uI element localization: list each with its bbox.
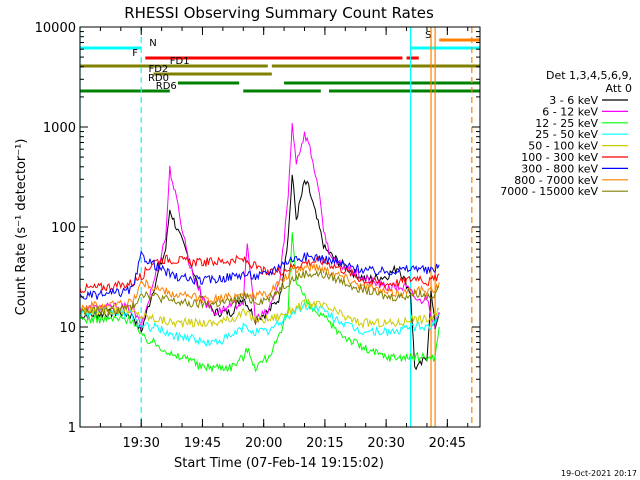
axes-layer: 1 10 100 1000 10000 19:30 19:45 20:00 20:15 20:30… bbox=[35, 21, 480, 451]
y-tick-label: 1 bbox=[68, 421, 76, 436]
series-line-4 bbox=[79, 301, 440, 347]
y-tick-label: 100 bbox=[51, 221, 76, 236]
y-axis-label: Count Rate (s⁻¹ detector⁻¹) bbox=[14, 139, 29, 316]
x-tick-label: 19:45 bbox=[184, 436, 221, 451]
series-line-3 bbox=[79, 232, 440, 373]
x-tick-label: 20:00 bbox=[245, 436, 282, 451]
x-tick-label: 20:45 bbox=[429, 436, 466, 451]
legend-label: 3 - 6 keV bbox=[549, 94, 598, 107]
flag-label-s: S bbox=[425, 30, 431, 41]
series-line-8 bbox=[79, 262, 440, 312]
legend-label: 100 - 300 keV bbox=[521, 151, 598, 164]
legend-label: 12 - 25 keV bbox=[535, 117, 598, 130]
flag-label-rd6: RD6 bbox=[156, 81, 177, 92]
legend-label: 300 - 800 keV bbox=[521, 162, 598, 175]
series-layer bbox=[79, 122, 440, 373]
timestamp: 19-Oct-2021 20:17 bbox=[561, 469, 637, 478]
y-tick-label: 1000 bbox=[43, 121, 76, 136]
x-tick-label: 20:15 bbox=[306, 436, 343, 451]
legend-title-line2: Att 0 bbox=[606, 82, 632, 95]
legend-label: 6 - 12 keV bbox=[542, 105, 598, 118]
x-axis-label: Start Time (07-Feb-14 19:15:02) bbox=[174, 456, 384, 471]
series-line-9 bbox=[79, 268, 440, 318]
flag-label-n: N bbox=[149, 38, 156, 49]
series-line-6 bbox=[79, 254, 440, 294]
y-tick-label: 10000 bbox=[35, 21, 76, 36]
flag-label-fd2: FD2 bbox=[148, 64, 168, 75]
legend-label: 7000 - 15000 keV bbox=[500, 185, 598, 198]
x-tick-label: 19:30 bbox=[122, 436, 159, 451]
legend-title-line1: Det 1,3,4,5,6,9, bbox=[546, 69, 632, 82]
flag-label-rd0: RD0 bbox=[148, 73, 169, 84]
flag-label-f: F bbox=[132, 48, 138, 59]
legend-label: 25 - 50 keV bbox=[535, 128, 598, 141]
series-line-5 bbox=[79, 298, 440, 330]
x-tick-label: 20:30 bbox=[367, 436, 404, 451]
series-line-7 bbox=[79, 250, 440, 300]
flag-label-fd1: FD1 bbox=[170, 56, 190, 67]
legend-label: 50 - 100 keV bbox=[528, 140, 598, 153]
legend-label: 800 - 7000 keV bbox=[514, 174, 598, 187]
chart-title: RHESSI Observing Summary Count Rates bbox=[124, 4, 434, 22]
y-tick-label: 10 bbox=[59, 321, 76, 336]
